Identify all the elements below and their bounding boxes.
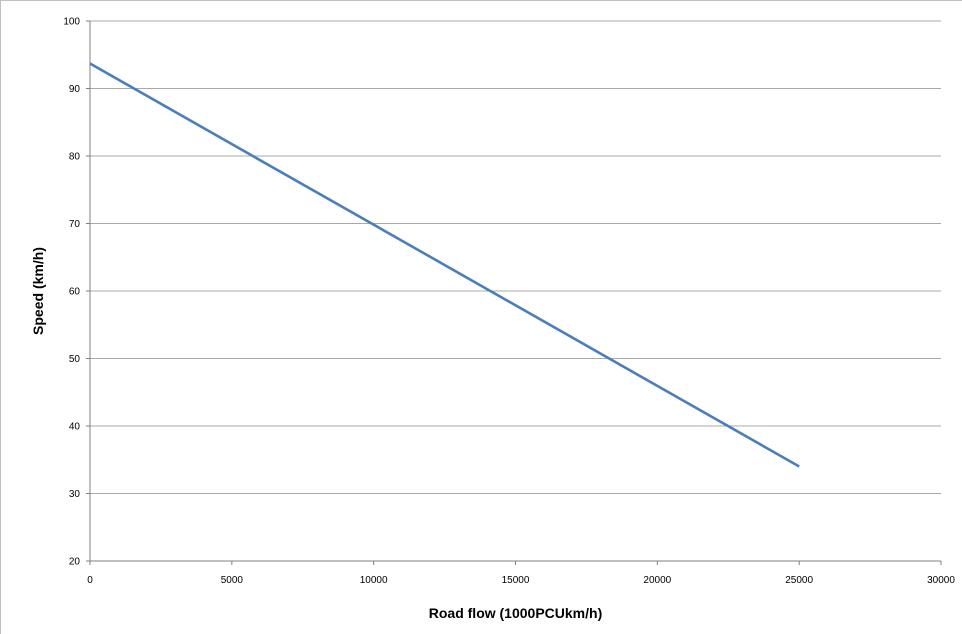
- series-line-0: [89, 62, 800, 468]
- x-tick-label-10000: 10000: [360, 575, 388, 586]
- axes: [86, 20, 942, 565]
- gridlines: [90, 20, 941, 494]
- y-tick-label-100: 100: [63, 17, 80, 28]
- y-tick-label-30: 30: [69, 489, 81, 500]
- x-tick-label-20000: 20000: [643, 575, 671, 586]
- tick-labels: 20 30 40 50 60 70 80 90 100 0 5000 10000 15000 20000 2…: [63, 17, 955, 587]
- y-axis-title: Speed (km/h): [30, 247, 46, 335]
- y-tick-label-60: 60: [69, 287, 81, 298]
- x-tick-label-15000: 15000: [502, 575, 530, 586]
- y-tick-label-20: 20: [69, 557, 81, 568]
- x-axis-title: Road flow (1000PCUkm/h): [429, 605, 602, 621]
- y-tick-label-50: 50: [69, 354, 81, 365]
- y-tick-label-90: 90: [69, 84, 81, 95]
- x-tick-label-25000: 25000: [785, 575, 813, 586]
- x-tick-label-5000: 5000: [221, 575, 244, 586]
- y-tick-label-80: 80: [69, 152, 81, 163]
- series-layer: [89, 62, 800, 468]
- y-tick-label-40: 40: [69, 422, 81, 433]
- y-tick-label-70: 70: [69, 219, 81, 230]
- x-tick-label-30000: 30000: [927, 575, 955, 586]
- x-tick-label-0: 0: [87, 575, 93, 586]
